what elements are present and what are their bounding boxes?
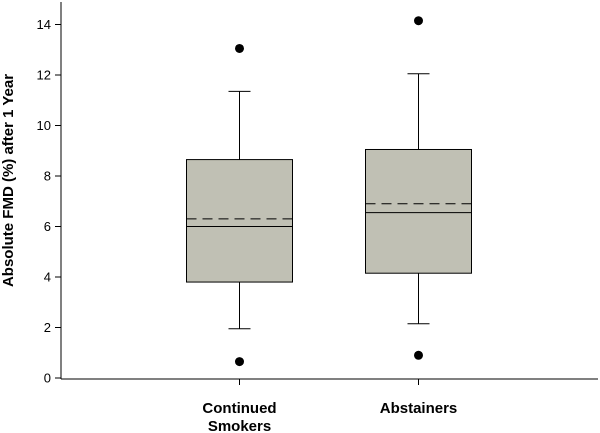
y-tick-label: 2 (44, 320, 51, 335)
outlier-point (235, 357, 244, 367)
iqr-box (365, 148, 472, 274)
plot-area (186, 16, 472, 367)
outlier-point (235, 43, 244, 53)
outlier-point (414, 16, 423, 26)
y-tick-label: 12 (37, 68, 51, 83)
x-category-label: Continued (202, 400, 276, 417)
y-tick-label: 6 (44, 219, 51, 234)
box-group (365, 16, 472, 360)
y-tick-label: 4 (44, 270, 51, 285)
iqr-box (186, 159, 293, 283)
box-group (186, 43, 293, 367)
y-tick-label: 10 (37, 118, 51, 133)
x-category-label: Abstainers (380, 400, 458, 417)
x-category-label: Smokers (208, 418, 271, 433)
y-tick-label: 14 (37, 17, 51, 32)
y-tick-label: 8 (44, 169, 51, 184)
y-axis-title: Absolute FMD (%) after 1 Year (0, 74, 17, 287)
outlier-point (414, 350, 423, 360)
y-tick-label: 0 (44, 371, 51, 386)
